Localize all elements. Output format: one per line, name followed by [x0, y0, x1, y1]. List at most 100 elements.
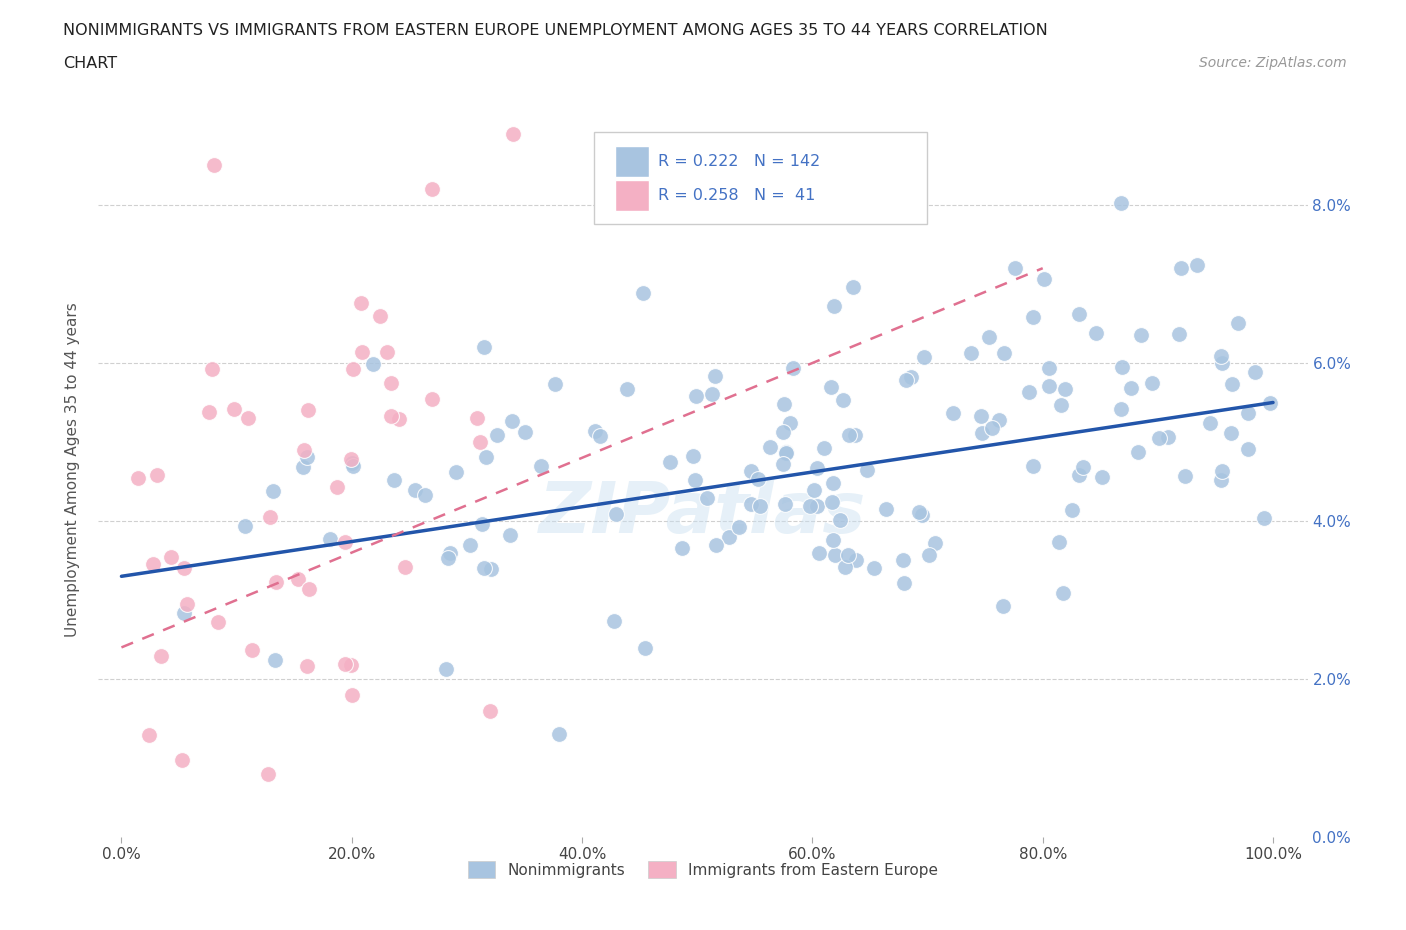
Point	[176, 597, 198, 612]
Point	[806, 461, 828, 476]
Point	[808, 546, 831, 561]
Point	[823, 533, 845, 548]
Point	[257, 766, 280, 781]
Point	[382, 472, 405, 487]
Point	[682, 449, 704, 464]
Point	[325, 480, 347, 495]
Point	[813, 441, 835, 456]
Point	[1111, 359, 1133, 374]
Point	[820, 379, 842, 394]
Point	[977, 329, 1000, 344]
Point	[297, 403, 319, 418]
Point	[259, 510, 281, 525]
Point	[773, 497, 796, 512]
Point	[434, 662, 457, 677]
Point	[824, 547, 846, 562]
Point	[583, 423, 606, 438]
Text: R = 0.258   N =  41: R = 0.258 N = 41	[658, 188, 815, 203]
Point	[1018, 385, 1040, 400]
Point	[499, 527, 522, 542]
Legend: Nonimmigrants, Immigrants from Eastern Europe: Nonimmigrants, Immigrants from Eastern E…	[461, 855, 945, 884]
Point	[1067, 307, 1090, 322]
Point	[782, 361, 804, 376]
Point	[380, 409, 402, 424]
Point	[685, 389, 707, 404]
Point	[1211, 464, 1233, 479]
Point	[479, 562, 502, 577]
Point	[470, 435, 492, 450]
Point	[437, 551, 460, 565]
Point	[828, 512, 851, 527]
Point	[772, 457, 794, 472]
Point	[1091, 470, 1114, 485]
Point	[1038, 361, 1060, 376]
Point	[1236, 405, 1258, 420]
Point	[1049, 398, 1071, 413]
Point	[1199, 415, 1222, 430]
Point	[832, 392, 855, 407]
Point	[150, 648, 173, 663]
Text: NONIMMIGRANTS VS IMMIGRANTS FROM EASTERN EUROPE UNEMPLOYMENT AMONG AGES 35 TO 44: NONIMMIGRANTS VS IMMIGRANTS FROM EASTERN…	[63, 23, 1047, 38]
Point	[548, 727, 571, 742]
Point	[775, 445, 797, 459]
Point	[845, 553, 868, 568]
Point	[394, 560, 416, 575]
Point	[834, 559, 856, 574]
Point	[844, 427, 866, 442]
Point	[912, 350, 935, 365]
Point	[1174, 469, 1197, 484]
Point	[1157, 430, 1180, 445]
Point	[207, 615, 229, 630]
Point	[146, 468, 169, 483]
Point	[1130, 327, 1153, 342]
Point	[1038, 379, 1060, 393]
Point	[605, 506, 627, 521]
Point	[1060, 503, 1083, 518]
Point	[127, 471, 149, 485]
Point	[740, 464, 762, 479]
Point	[224, 402, 246, 417]
Point	[263, 653, 285, 668]
Point	[342, 458, 364, 473]
Point	[198, 405, 221, 419]
Point	[838, 428, 860, 443]
Point	[319, 531, 342, 546]
Point	[1147, 431, 1170, 445]
Point	[821, 495, 844, 510]
Point	[486, 428, 509, 443]
Point	[202, 158, 225, 173]
Point	[172, 752, 194, 767]
Point	[1237, 442, 1260, 457]
Point	[1021, 458, 1043, 473]
Point	[775, 445, 797, 460]
Point	[1032, 272, 1054, 286]
Point	[233, 518, 256, 533]
Point	[779, 416, 801, 431]
Point	[340, 687, 363, 702]
Point	[603, 614, 626, 629]
Point	[404, 482, 426, 497]
Point	[138, 727, 160, 742]
Point	[900, 369, 922, 384]
Point	[683, 472, 706, 487]
Point	[262, 484, 284, 498]
Point	[988, 412, 1011, 427]
Point	[444, 465, 467, 480]
Point	[201, 361, 224, 376]
Point	[287, 572, 309, 587]
Point	[991, 598, 1014, 613]
Point	[704, 368, 727, 383]
Point	[266, 574, 288, 589]
Point	[759, 439, 782, 454]
Point	[472, 340, 495, 355]
Point	[422, 392, 444, 406]
Point	[855, 463, 877, 478]
Point	[297, 658, 319, 673]
Point	[238, 410, 260, 425]
Point	[740, 497, 762, 512]
Point	[893, 576, 915, 591]
Point	[589, 429, 612, 444]
Point	[465, 410, 488, 425]
Point	[1067, 468, 1090, 483]
Point	[970, 425, 993, 440]
